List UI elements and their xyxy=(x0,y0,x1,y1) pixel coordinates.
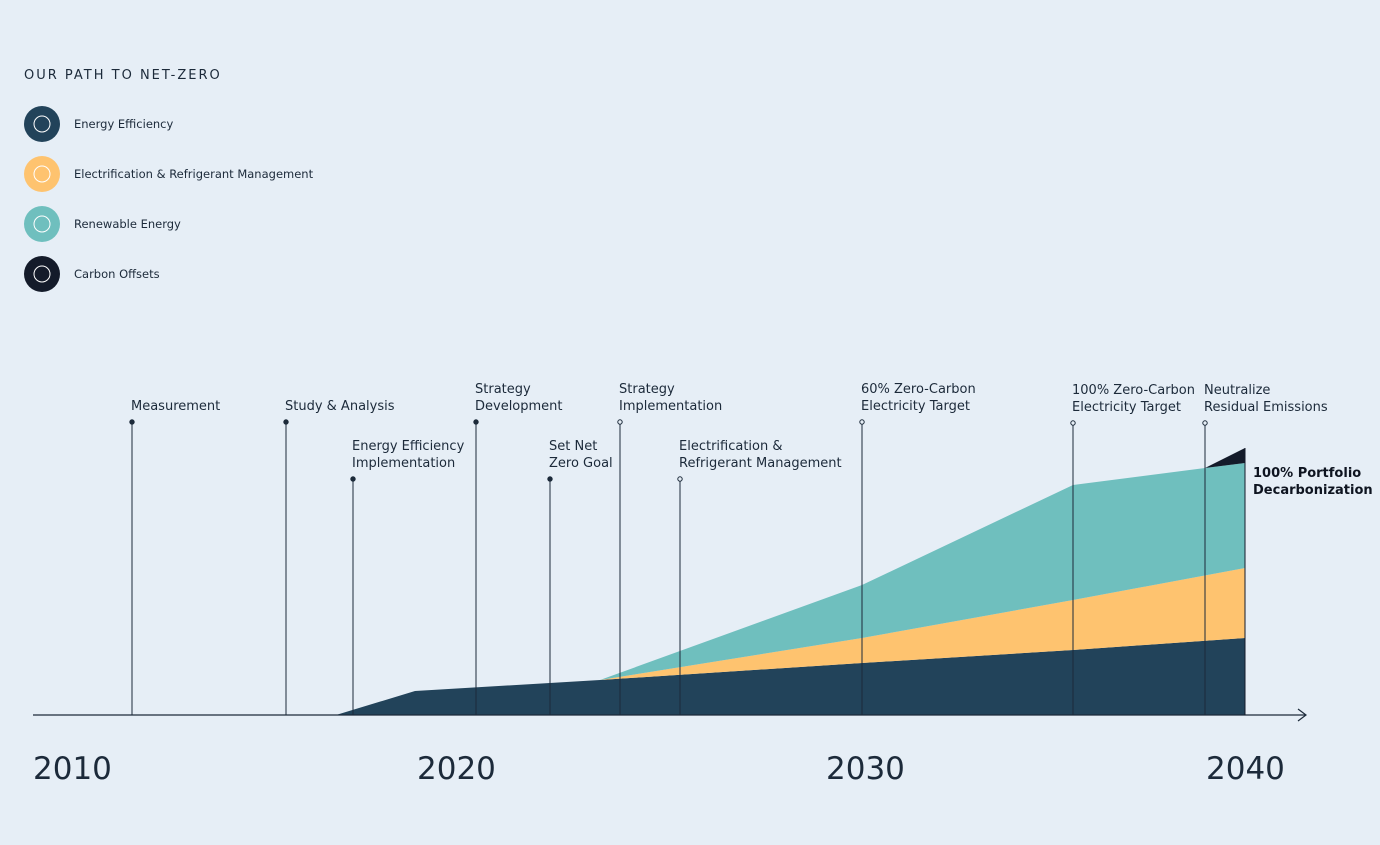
milestone-label: 100% Zero-Carbon xyxy=(1072,383,1195,398)
milestone-dot xyxy=(859,419,865,425)
area-renewable xyxy=(600,463,1245,680)
milestone-label: Implementation xyxy=(352,456,455,471)
area-offsets xyxy=(1205,448,1245,468)
milestone-dot xyxy=(350,476,356,482)
milestone-label: Strategy xyxy=(619,382,675,397)
legend-label: Energy Efficiency xyxy=(74,117,174,131)
legend-icon xyxy=(24,256,60,292)
milestone-label: Study & Analysis xyxy=(285,399,395,414)
legend-glyph xyxy=(33,165,51,183)
legend-icon xyxy=(24,206,60,242)
legend-icon xyxy=(24,106,60,142)
year-label: 2030 xyxy=(826,751,905,787)
legend-label: Electrification & Refrigerant Management xyxy=(74,167,314,181)
milestone-dot xyxy=(1070,420,1076,426)
final-label: 100% Portfolio xyxy=(1253,466,1361,481)
milestone-label: Implementation xyxy=(619,399,722,414)
milestone-label: Development xyxy=(475,399,563,414)
milestone-label: Energy Efficiency xyxy=(352,439,465,454)
milestone-label: Residual Emissions xyxy=(1204,400,1328,415)
title: OUR PATH TO NET-ZERO xyxy=(24,68,222,83)
milestone-label: Electricity Target xyxy=(1072,400,1181,415)
final-label: Decarbonization xyxy=(1253,483,1373,498)
area-electrification xyxy=(600,568,1245,680)
milestone-label: Set Net xyxy=(549,439,597,454)
milestone-label: Electricity Target xyxy=(861,399,970,414)
year-label: 2010 xyxy=(33,751,112,787)
milestone-dot xyxy=(547,476,553,482)
legend-icon xyxy=(24,156,60,192)
milestone-label: Neutralize xyxy=(1204,383,1270,398)
milestone-dot xyxy=(473,419,479,425)
year-label: 2020 xyxy=(417,751,496,787)
milestone-dot xyxy=(617,419,623,425)
milestone-label: Strategy xyxy=(475,382,531,397)
milestone-label: 60% Zero-Carbon xyxy=(861,382,976,397)
milestone-dot xyxy=(677,476,683,482)
legend-glyph xyxy=(33,265,51,283)
legend-glyph xyxy=(33,115,51,133)
area-energy-efficiency xyxy=(336,638,1245,715)
milestone-dot xyxy=(283,419,289,425)
milestone-dot xyxy=(129,419,135,425)
axis-arrow xyxy=(1297,708,1307,722)
milestone-label: Refrigerant Management xyxy=(679,456,842,471)
milestone-label: Zero Goal xyxy=(549,456,613,471)
legend-glyph xyxy=(33,215,51,233)
year-label: 2040 xyxy=(1206,751,1285,787)
legend-label: Carbon Offsets xyxy=(74,267,160,281)
milestone-label: Electrification & xyxy=(679,439,783,454)
legend-label: Renewable Energy xyxy=(74,217,181,231)
milestone-dot xyxy=(1202,420,1208,426)
milestone-label: Measurement xyxy=(131,399,220,414)
